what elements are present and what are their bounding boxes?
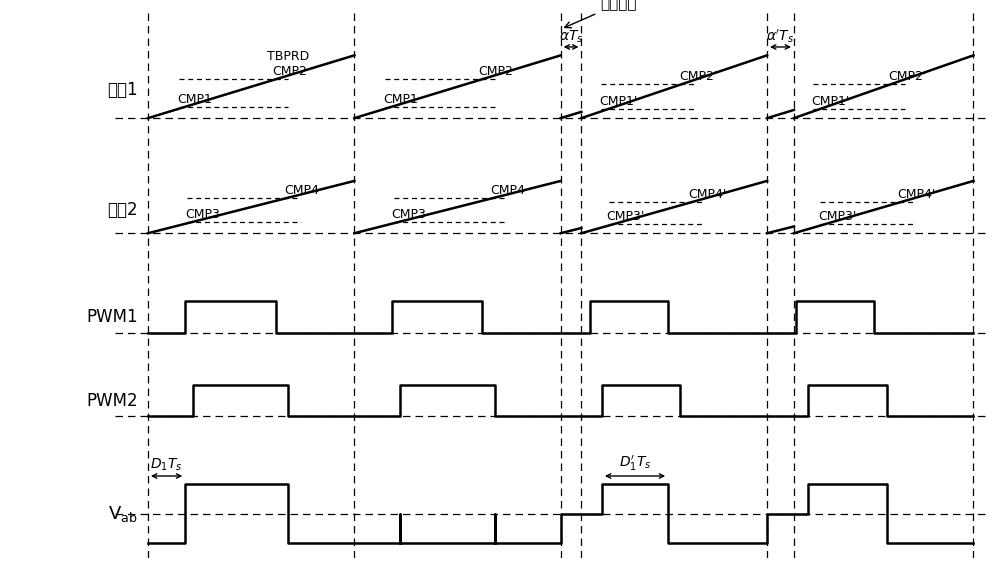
Text: PWM1: PWM1 <box>86 308 138 326</box>
Text: CMP2': CMP2' <box>679 69 718 83</box>
Text: CMP2: CMP2 <box>272 65 307 78</box>
Text: CMP4: CMP4 <box>491 184 525 197</box>
Text: CMP4': CMP4' <box>689 188 727 201</box>
Text: $\alpha'T_s$: $\alpha'T_s$ <box>766 27 795 45</box>
Text: $D_1T_s$: $D_1T_s$ <box>150 457 183 473</box>
Text: 载波1: 载波1 <box>107 81 138 99</box>
Text: CMP4: CMP4 <box>284 184 319 197</box>
Text: CMP3': CMP3' <box>818 210 856 222</box>
Text: CMP2': CMP2' <box>889 69 927 83</box>
Text: CMP1: CMP1 <box>383 93 418 106</box>
Text: CMP3': CMP3' <box>607 210 645 222</box>
Text: 参数更新: 参数更新 <box>565 0 637 28</box>
Text: $\mathregular{V_{ab}}$: $\mathregular{V_{ab}}$ <box>108 504 138 523</box>
Text: CMP1': CMP1' <box>599 95 638 108</box>
Text: PWM2: PWM2 <box>86 391 138 410</box>
Text: CMP2: CMP2 <box>478 65 513 78</box>
Text: CMP3: CMP3 <box>392 208 426 221</box>
Text: $\alpha T_s$: $\alpha T_s$ <box>559 28 583 45</box>
Text: CMP3: CMP3 <box>185 208 220 221</box>
Text: $D_1'T_s$: $D_1'T_s$ <box>619 454 651 473</box>
Text: CMP1: CMP1 <box>177 93 212 106</box>
Text: TBPRD: TBPRD <box>267 50 309 63</box>
Text: CMP1': CMP1' <box>811 95 849 108</box>
Text: CMP4': CMP4' <box>898 188 936 201</box>
Text: 载波2: 载波2 <box>107 201 138 218</box>
